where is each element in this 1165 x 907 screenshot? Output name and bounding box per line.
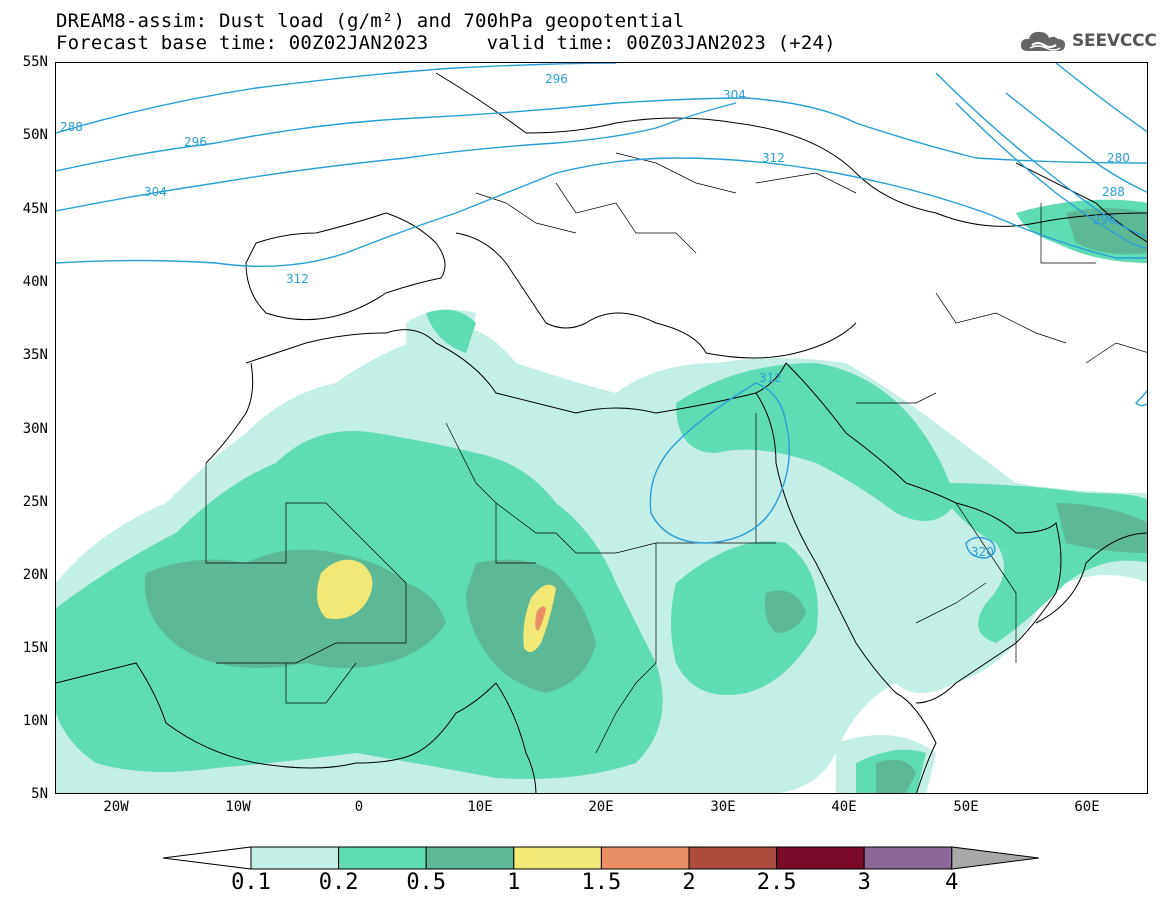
colorbar-tick-label: 0.2 — [318, 870, 359, 895]
lon-label-20w: 20W — [103, 799, 129, 815]
colorbar-swatch — [776, 846, 865, 870]
colorbar-swatch — [513, 846, 602, 870]
svg-text:312: 312 — [286, 272, 309, 286]
title-line-2: Forecast base time: 00Z02JAN2023 valid t… — [56, 32, 836, 54]
lat-label-35n: 35N — [22, 347, 48, 363]
svg-text:288: 288 — [1102, 185, 1125, 199]
colorbar-under-triangle — [162, 846, 252, 870]
contour-labels: 288 296 304 312 296 304 312 280 288 296 … — [60, 72, 1130, 559]
colorbar-graphic — [162, 846, 1039, 870]
cloud-icon — [1020, 31, 1065, 51]
lat-label-45n: 45N — [22, 201, 48, 217]
country-borders — [205, 152, 1147, 754]
svg-text:312: 312 — [759, 371, 782, 385]
colorbar-tick-label: 1.5 — [581, 870, 622, 895]
lat-label-25n: 25N — [22, 494, 48, 510]
colorbar-swatch — [688, 846, 778, 870]
svg-text:296: 296 — [184, 135, 207, 149]
lat-label-15n: 15N — [22, 640, 48, 656]
lat-label-20n: 20N — [22, 567, 48, 583]
lon-label-30e: 30E — [710, 799, 736, 815]
lat-label-10n: 10N — [22, 713, 48, 729]
svg-text:312: 312 — [762, 151, 785, 165]
lat-label-5n: 5N — [31, 786, 48, 802]
lon-label-0: 0 — [354, 799, 364, 815]
colorbar-tick-label: 2 — [682, 870, 696, 895]
coastlines — [56, 72, 1147, 793]
lon-label-40e: 40E — [831, 799, 857, 815]
lat-label-50n: 50N — [22, 127, 48, 143]
svg-text:288: 288 — [60, 120, 83, 134]
svg-text:304: 304 — [144, 185, 167, 199]
seevccc-logo: SEEVCCC — [1018, 26, 1157, 56]
colorbar — [162, 845, 1043, 875]
lon-label-10w: 10W — [225, 799, 251, 815]
lon-label-20e: 20E — [588, 799, 614, 815]
svg-text:296: 296 — [1093, 213, 1116, 227]
dust-map: 288 296 304 312 296 304 312 280 288 296 … — [55, 62, 1148, 794]
lon-label-50e: 50E — [953, 799, 979, 815]
colorbar-swatch — [338, 846, 427, 870]
svg-text:320: 320 — [971, 545, 994, 559]
colorbar-swatch — [425, 846, 515, 870]
colorbar-tick-label: 2.5 — [756, 870, 797, 895]
geopotential-contours — [56, 63, 1147, 559]
colorbar-swatch — [863, 846, 953, 870]
colorbar-tick-label: 0.1 — [231, 870, 271, 895]
lat-label-55n: 55N — [22, 54, 48, 70]
svg-text:296: 296 — [545, 72, 568, 86]
colorbar-tick-label: 3 — [857, 870, 871, 895]
title-line-1: DREAM8-assim: Dust load (g/m²) and 700hP… — [56, 10, 685, 32]
colorbar-tick-label: 4 — [945, 870, 959, 895]
logo-text: SEEVCCC — [1072, 31, 1157, 51]
svg-text:304: 304 — [723, 88, 746, 102]
lat-label-30n: 30N — [22, 421, 48, 437]
dust-level-1.5 — [535, 606, 546, 631]
lon-label-60e: 60E — [1074, 799, 1100, 815]
lon-label-10e: 10E — [467, 799, 493, 815]
colorbar-tick-label: 0.5 — [406, 870, 447, 895]
colorbar-swatch — [600, 846, 690, 870]
map-canvas: 288 296 304 312 296 304 312 280 288 296 … — [56, 63, 1147, 793]
svg-text:280: 280 — [1107, 151, 1130, 165]
lat-label-40n: 40N — [22, 274, 48, 290]
colorbar-swatch — [250, 846, 340, 870]
colorbar-over-triangle — [951, 846, 1039, 870]
colorbar-tick-label: 1 — [507, 870, 521, 895]
